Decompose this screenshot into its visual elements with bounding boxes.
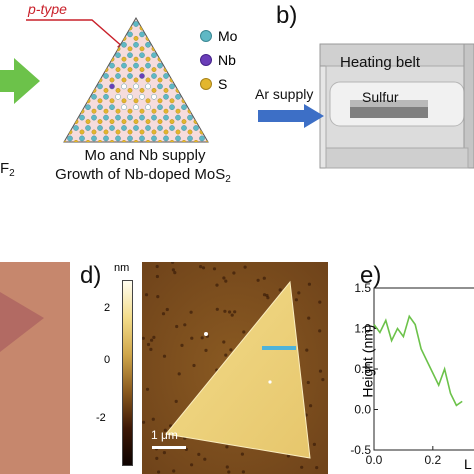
panel-label-b: b) xyxy=(276,2,298,29)
y-tick-label: -0.5 xyxy=(350,443,371,457)
legend-item-s: S xyxy=(200,72,237,96)
crystal-triangle xyxy=(63,17,209,143)
green-arrow xyxy=(0,58,40,104)
chart-frame xyxy=(373,287,474,451)
x-axis-label-cut: L xyxy=(464,456,472,472)
s-atom-icon xyxy=(200,78,212,90)
colorbar-tick-minus2: -2 xyxy=(96,412,106,424)
sulfur-label: Sulfur xyxy=(362,89,399,105)
x-tick-label: 0.0 xyxy=(366,453,383,467)
furnace-diagram xyxy=(319,43,474,169)
optical-micrograph xyxy=(0,262,70,474)
y-tick-label: 1.5 xyxy=(354,281,371,295)
ar-flow-arrow xyxy=(258,104,324,128)
afm-colorbar xyxy=(122,280,133,466)
y-tick-label: 1.0 xyxy=(354,322,371,336)
crystal-caption-line1: Mo and Nb supply xyxy=(84,147,206,164)
legend-item-mo: Mo xyxy=(200,24,237,48)
y-tick-label: 0.5 xyxy=(354,362,371,376)
legend-item-nb: Nb xyxy=(200,48,237,72)
atom-legend: Mo Nb S xyxy=(200,24,237,96)
colorbar-tick-0: 0 xyxy=(104,354,111,366)
panel-label-d: d) xyxy=(80,262,102,289)
heating-belt-label: Heating belt xyxy=(340,54,421,71)
mo-atom-icon xyxy=(200,30,212,42)
ar-supply-label: Ar supply xyxy=(255,86,314,102)
afm-scalebar-line xyxy=(152,446,186,449)
height-profile-chart: 1.51.00.50.0-0.50.0 0.2 xyxy=(350,281,474,467)
crystal-caption-line2: Growth of Nb-doped MoS2 xyxy=(55,166,231,185)
y-tick-label: 0.0 xyxy=(354,403,371,417)
y-axis-label: Height (nm) xyxy=(359,324,376,398)
p-type-label: p-type xyxy=(28,1,67,17)
left-cut-label: F2 xyxy=(0,160,15,179)
height-series-line xyxy=(373,314,463,407)
x-tick-label: 0.2 xyxy=(424,453,441,467)
colorbar-unit: nm xyxy=(114,262,130,274)
panel-label-e: e) xyxy=(360,262,382,289)
nb-atom-icon xyxy=(200,54,212,66)
afm-height-map xyxy=(142,262,328,474)
afm-scalebar-label: 1 μm xyxy=(151,428,178,442)
colorbar-tick-2: 2 xyxy=(104,302,111,314)
